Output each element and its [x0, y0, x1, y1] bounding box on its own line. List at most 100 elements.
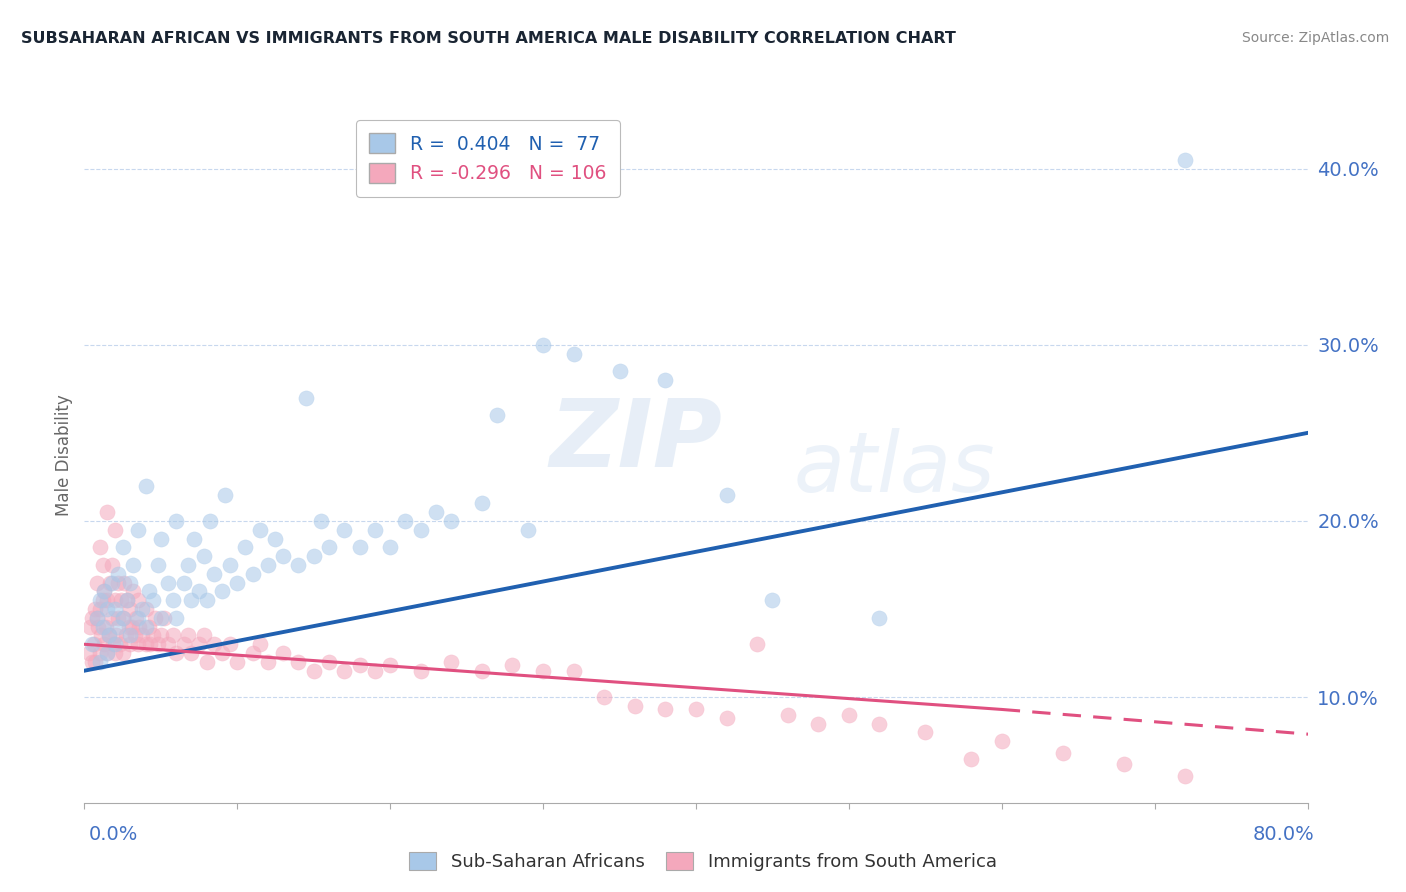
Point	[914, 725, 936, 739]
Point	[128, 620, 150, 634]
Point	[226, 655, 249, 669]
Point	[685, 702, 707, 716]
Point	[364, 523, 387, 537]
Point	[271, 646, 294, 660]
Point	[153, 611, 176, 625]
Point	[364, 664, 387, 678]
Point	[124, 628, 146, 642]
Point	[486, 409, 509, 423]
Point	[226, 575, 249, 590]
Point	[173, 575, 195, 590]
Point	[233, 541, 256, 555]
Point	[1114, 757, 1136, 772]
Point	[104, 523, 127, 537]
Text: atlas: atlas	[794, 428, 995, 509]
Point	[257, 558, 280, 572]
Point	[1174, 769, 1197, 783]
Point	[96, 602, 118, 616]
Point	[135, 637, 157, 651]
Point	[807, 716, 830, 731]
Point	[93, 584, 115, 599]
Point	[104, 593, 127, 607]
Point	[96, 593, 118, 607]
Point	[87, 620, 110, 634]
Point	[593, 690, 616, 705]
Point	[747, 637, 769, 651]
Point	[107, 611, 129, 625]
Point	[89, 593, 111, 607]
Text: Source: ZipAtlas.com: Source: ZipAtlas.com	[1241, 31, 1389, 45]
Point	[114, 628, 136, 642]
Point	[93, 637, 115, 651]
Point	[97, 628, 120, 642]
Point	[302, 549, 325, 564]
Point	[101, 575, 124, 590]
Point	[103, 637, 125, 651]
Point	[138, 584, 160, 599]
Point	[89, 655, 111, 669]
Point	[146, 637, 169, 651]
Point	[1174, 153, 1197, 167]
Point	[101, 611, 124, 625]
Point	[242, 646, 264, 660]
Point	[86, 611, 108, 625]
Point	[531, 664, 554, 678]
Text: 0.0%: 0.0%	[89, 824, 138, 844]
Point	[104, 637, 127, 651]
Point	[165, 514, 187, 528]
Point	[131, 602, 153, 616]
Point	[165, 611, 187, 625]
Point	[127, 611, 149, 625]
Point	[83, 637, 105, 651]
Point	[97, 628, 120, 642]
Point	[120, 575, 142, 590]
Point	[177, 558, 200, 572]
Point	[98, 575, 121, 590]
Point	[120, 628, 142, 642]
Point	[157, 637, 180, 651]
Point	[195, 593, 218, 607]
Point	[287, 655, 309, 669]
Point	[195, 655, 218, 669]
Point	[318, 655, 340, 669]
Point	[295, 391, 318, 405]
Point	[79, 620, 101, 634]
Point	[180, 593, 202, 607]
Text: 80.0%: 80.0%	[1253, 824, 1315, 844]
Point	[127, 593, 149, 607]
Point	[183, 532, 205, 546]
Point	[89, 541, 111, 555]
Legend: R =  0.404   N =  77, R = -0.296   N = 106: R = 0.404 N = 77, R = -0.296 N = 106	[356, 120, 620, 196]
Point	[89, 646, 111, 660]
Point	[287, 558, 309, 572]
Point	[202, 637, 225, 651]
Point	[249, 637, 271, 651]
Point	[349, 658, 371, 673]
Point	[80, 655, 103, 669]
Point	[425, 505, 447, 519]
Point	[960, 752, 983, 766]
Point	[115, 593, 138, 607]
Point	[654, 702, 676, 716]
Point	[84, 655, 107, 669]
Point	[104, 602, 127, 616]
Point	[562, 664, 585, 678]
Point	[146, 558, 169, 572]
Point	[127, 523, 149, 537]
Point	[302, 664, 325, 678]
Point	[409, 664, 432, 678]
Point	[107, 566, 129, 581]
Point	[202, 566, 225, 581]
Point	[394, 514, 416, 528]
Point	[349, 541, 371, 555]
Point	[138, 620, 160, 634]
Point	[869, 716, 891, 731]
Point	[135, 620, 157, 634]
Point	[188, 637, 211, 651]
Point	[142, 593, 165, 607]
Point	[149, 611, 172, 625]
Point	[107, 620, 129, 634]
Point	[125, 611, 148, 625]
Point	[218, 637, 240, 651]
Point	[90, 628, 112, 642]
